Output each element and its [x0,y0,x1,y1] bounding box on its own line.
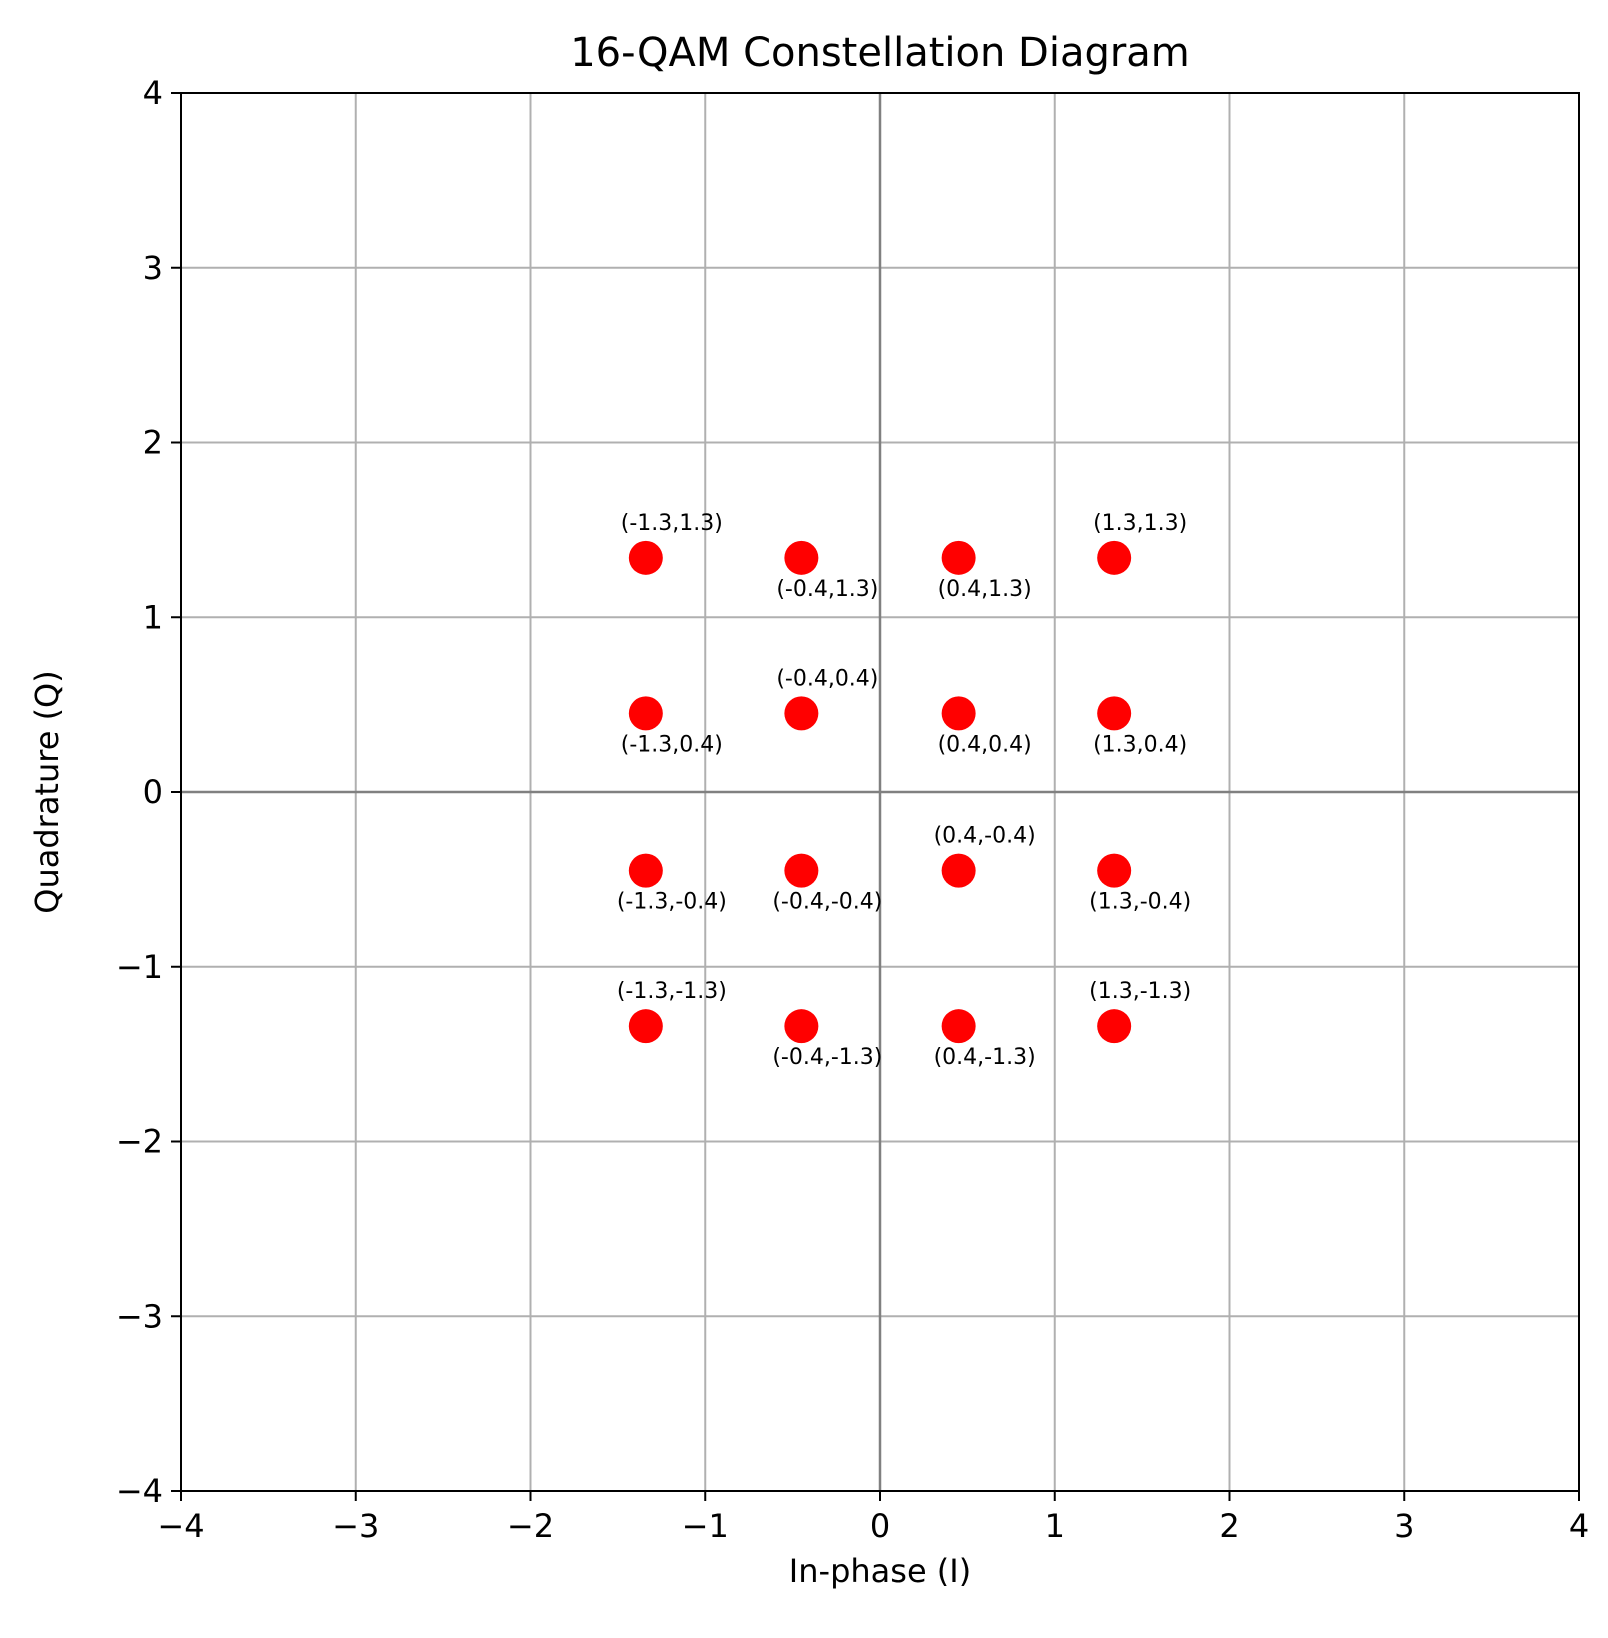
x-tick-label-3: −1 [682,1507,729,1545]
y-axis-label: Quadrature (Q) [28,670,66,913]
x-tick-label-6: 2 [1219,1507,1239,1545]
y-tick-label-0: −4 [116,1472,163,1510]
point-label-5: (-0.4,0.4) [776,666,878,691]
y-tick-label-5: 1 [143,598,163,636]
x-tick-label-7: 3 [1394,1507,1414,1545]
point-label-8: (-1.3,-0.4) [617,890,727,915]
x-axis-label: In-phase (I) [789,1552,971,1590]
point-label-2: (0.4,1.3) [938,577,1032,602]
point-label-15: (1.3,-1.3) [1089,979,1191,1004]
constellation-point-7 [1097,696,1132,731]
constellation-point-15 [1097,1009,1132,1044]
constellation-point-1 [784,540,819,575]
constellation-point-8 [628,853,663,888]
point-label-0: (-1.3,1.3) [621,511,723,536]
constellation-point-2 [941,540,976,575]
point-label-6: (0.4,0.4) [938,732,1032,757]
point-label-10: (0.4,-0.4) [934,824,1036,849]
constellation-point-3 [1097,540,1132,575]
point-label-9: (-0.4,-0.4) [772,890,882,915]
point-label-14: (0.4,-1.3) [934,1045,1036,1070]
zero-axis-lines [181,93,1579,1491]
y-tick-label-2: −2 [116,1123,163,1161]
y-tick-label-1: −3 [116,1297,163,1335]
point-label-7: (1.3,0.4) [1093,732,1187,757]
point-label-1: (-0.4,1.3) [776,577,878,602]
constellation-point-9 [784,853,819,888]
constellation-point-5 [784,696,819,731]
constellation-point-6 [941,696,976,731]
y-tick-label-3: −1 [116,948,163,986]
point-label-4: (-1.3,0.4) [621,732,723,757]
point-labels: (-1.3,1.3) (-0.4,1.3) (0.4,1.3) (1.3,1.3) (-… [617,511,1191,1070]
constellation-point-4 [628,696,663,731]
axis-ticks: −4 −3 −2 −1 0 1 2 3 4 −4 −3 −2 −1 0 1 2 3 4 [116,74,1589,1545]
y-tick-label-8: 4 [143,74,163,112]
point-label-3: (1.3,1.3) [1093,511,1187,536]
point-label-13: (-0.4,-1.3) [772,1045,882,1070]
chart-title: 16-QAM Constellation Diagram [570,30,1190,76]
constellation-point-10 [941,853,976,888]
y-tick-label-7: 3 [143,249,163,287]
constellation-point-11 [1097,853,1132,888]
constellation-point-12 [628,1009,663,1044]
x-tick-label-4: 0 [870,1507,890,1545]
y-tick-label-4: 0 [143,773,163,811]
x-tick-label-0: −4 [157,1507,204,1545]
point-label-12: (-1.3,-1.3) [617,979,727,1004]
constellation-point-14 [941,1009,976,1044]
constellation-points [628,540,1132,1044]
x-tick-label-8: 4 [1569,1507,1589,1545]
constellation-point-0 [628,540,663,575]
point-label-11: (1.3,-0.4) [1089,890,1191,915]
y-tick-label-6: 2 [143,424,163,462]
x-tick-label-5: 1 [1045,1507,1065,1545]
constellation-point-13 [784,1009,819,1044]
x-tick-label-1: −3 [332,1507,379,1545]
x-tick-label-2: −2 [507,1507,554,1545]
